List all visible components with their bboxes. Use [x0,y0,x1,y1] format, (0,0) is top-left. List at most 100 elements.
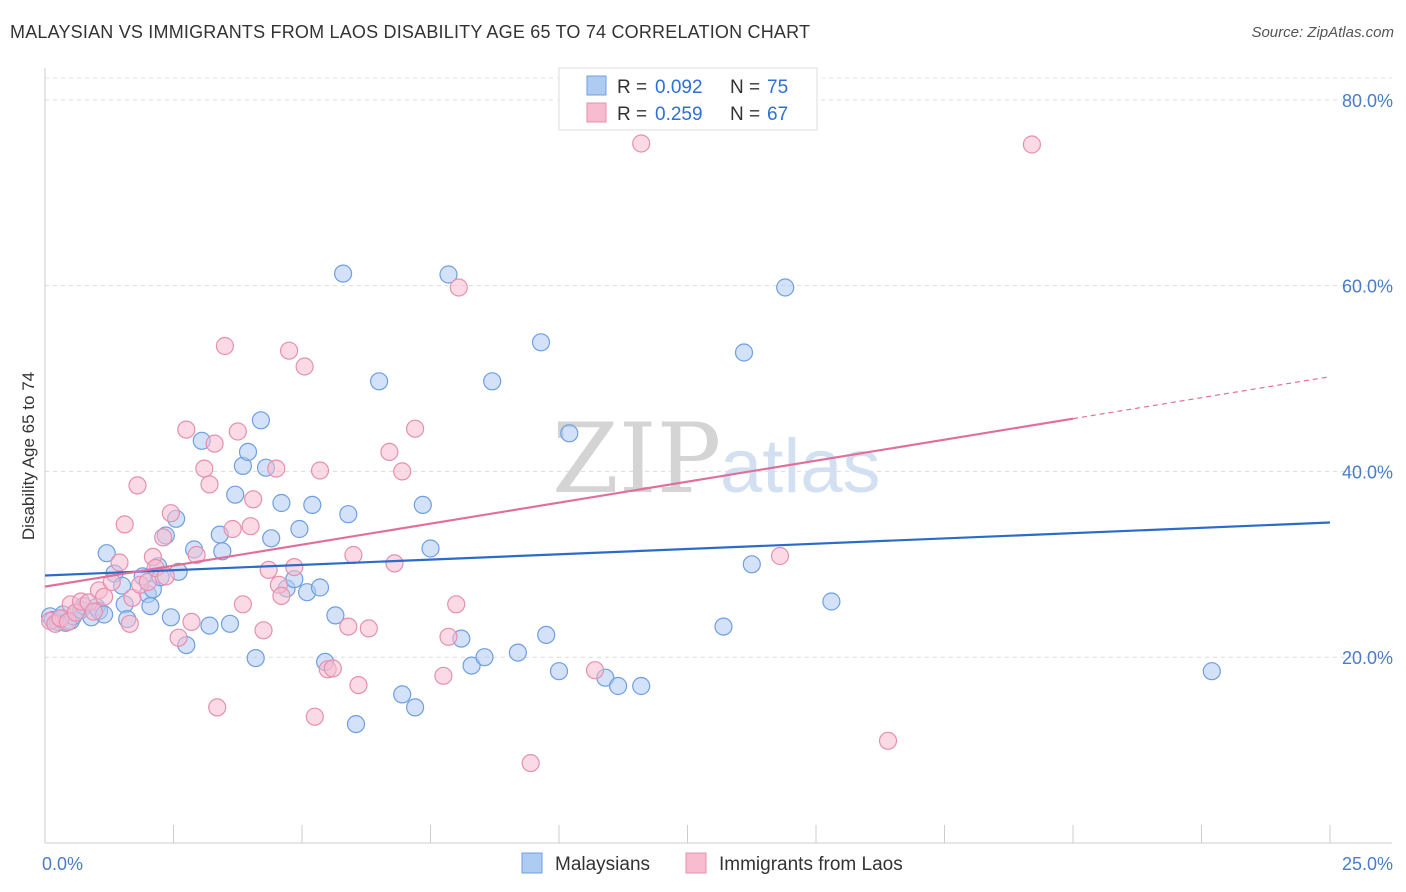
point-malaysians-39 [246,648,265,668]
legend-bottom-swatch-laos [685,852,707,874]
legend-n-value-2: 67 [767,104,788,125]
point-malaysians-40 [251,411,270,430]
point-laos-39 [259,560,278,580]
point-laos-38 [254,621,273,640]
trend-line-laos-extension [1072,376,1331,420]
point-malaysians-58 [413,495,432,514]
y-tick-label-1: 40.0% [1342,462,1393,482]
point-laos-57 [406,419,425,438]
series-legend: Malaysians Immigrants from Laos [521,852,903,875]
point-laos-24 [169,628,188,647]
point-laos-64 [632,134,651,153]
chart-title: MALAYSIAN VS IMMIGRANTS FROM LAOS DISABI… [10,22,811,42]
point-laos-29 [200,475,219,494]
point-laos-26 [182,612,201,632]
legend-r-label-1: R = [617,77,647,98]
point-malaysians-59 [421,539,440,558]
point-laos-16 [128,476,147,495]
watermark-atlas: atlas [720,424,881,509]
point-laos-28 [195,459,214,478]
point-malaysians-43 [272,493,291,513]
legend-r-label-2: R = [617,104,647,125]
point-laos-51 [344,545,363,565]
point-laos-43 [280,341,299,360]
point-laos-49 [323,659,342,678]
legend-r-value-1: 0.092 [655,77,703,98]
point-laos-66 [1022,135,1042,154]
point-laos-55 [385,554,404,573]
point-laos-56 [393,462,412,481]
point-laos-45 [295,357,314,376]
y-tick-label-3: 80.0% [1342,91,1393,111]
point-laos-21 [154,528,173,547]
point-laos-65 [770,546,790,566]
point-malaysians-71 [608,676,628,696]
point-laos-13 [115,515,134,534]
axes [44,68,1392,844]
y-tick-label-2: 60.0% [1342,277,1393,297]
point-laos-61 [449,278,468,297]
y-tick-label-0: 20.0% [1342,648,1393,668]
point-laos-50 [339,617,358,636]
trend-line-laos [44,417,1074,588]
point-malaysians-65 [508,643,528,662]
point-malaysians-57 [406,698,425,717]
point-malaysians-64 [483,372,502,391]
point-laos-10 [94,587,114,606]
watermark-zip: ZIP [552,403,721,515]
point-malaysians-76 [776,278,795,297]
point-malaysians-21 [141,596,160,616]
point-laos-33 [223,519,242,539]
y-axis-label: Disability Age 65 to 74 [19,372,38,540]
point-malaysians-74 [734,343,754,362]
point-laos-54 [380,442,399,461]
legend-n-label-2: N = [730,104,760,125]
point-malaysians-63 [475,648,494,667]
point-malaysians-72 [632,676,651,696]
x-tick-label-1: 25.0% [1342,854,1393,874]
point-malaysians-68 [549,662,569,681]
point-laos-34 [228,422,247,441]
point-laos-44 [285,557,304,577]
point-laos-62 [521,753,540,773]
point-malaysians-26 [161,608,180,627]
point-laos-52 [349,675,368,695]
watermark: ZIP atlas [552,403,881,515]
trend-line-malaysians [44,521,1331,577]
point-malaysians-73 [714,617,733,636]
point-malaysians-54 [346,714,366,734]
point-malaysians-35 [220,614,240,633]
point-malaysians-67 [537,625,556,645]
point-malaysians-49 [310,578,330,597]
point-laos-27 [187,545,206,565]
x-tick-label-0: 0.0% [42,854,83,874]
point-laos-12 [110,553,129,572]
point-laos-46 [305,707,324,726]
point-malaysians-51 [326,606,345,625]
point-malaysians-62 [462,656,481,675]
legend-swatch-malaysians [586,75,607,96]
point-malaysians-46 [290,519,309,539]
source-label: Source: ZipAtlas.com [1251,24,1394,41]
point-laos-60 [447,595,466,614]
data-points [40,134,1221,773]
point-malaysians-14 [97,544,116,563]
legend-r-value-2: 0.259 [655,104,703,125]
point-malaysians-66 [531,333,551,352]
point-laos-47 [310,461,330,480]
point-laos-23 [161,504,180,523]
point-malaysians-56 [393,685,412,704]
point-malaysians-34 [213,542,232,561]
legend-bottom-malaysians: Malaysians [555,854,650,875]
point-laos-18 [138,572,157,592]
point-malaysians-32 [200,616,219,635]
point-laos-31 [208,698,227,717]
point-malaysians-78 [1202,662,1221,681]
y-tick-labels: 20.0% 40.0% 60.0% 80.0% [1342,91,1393,668]
point-laos-59 [439,627,458,646]
point-laos-42 [272,586,291,606]
point-malaysians-36 [226,485,245,504]
gridlines [45,77,1392,658]
point-laos-36 [241,517,260,536]
